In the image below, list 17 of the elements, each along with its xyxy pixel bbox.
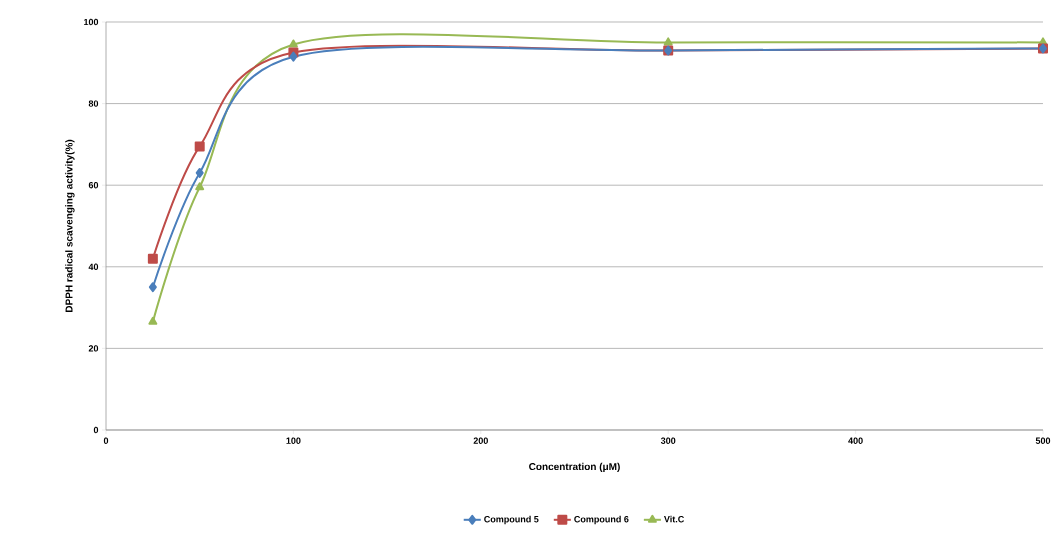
y-tick-label: 40 <box>88 263 99 270</box>
legend-label: Vit.C <box>663 515 685 523</box>
x-tick-label: 500 <box>1035 437 1051 444</box>
y-tick-label: 20 <box>88 345 99 352</box>
y-tick-label: 0 <box>93 426 99 434</box>
legend-label: Compound 6 <box>574 515 629 525</box>
y-tick-label: 100 <box>84 18 99 26</box>
x-tick-label: 300 <box>660 437 676 444</box>
y-axis-title: DPPH radical scavenging activity(%) <box>65 139 75 313</box>
x-tick-label: 400 <box>848 437 863 444</box>
y-tick-label: 60 <box>88 182 99 189</box>
x-axis-title: Concentration (μM) <box>529 462 620 473</box>
x-tick-label: 200 <box>473 437 488 444</box>
x-tick-label: 0 <box>103 437 109 444</box>
x-tick-label: 100 <box>286 437 301 444</box>
y-tick-label: 80 <box>88 100 99 107</box>
legend-label: Compound 5 <box>484 515 539 525</box>
